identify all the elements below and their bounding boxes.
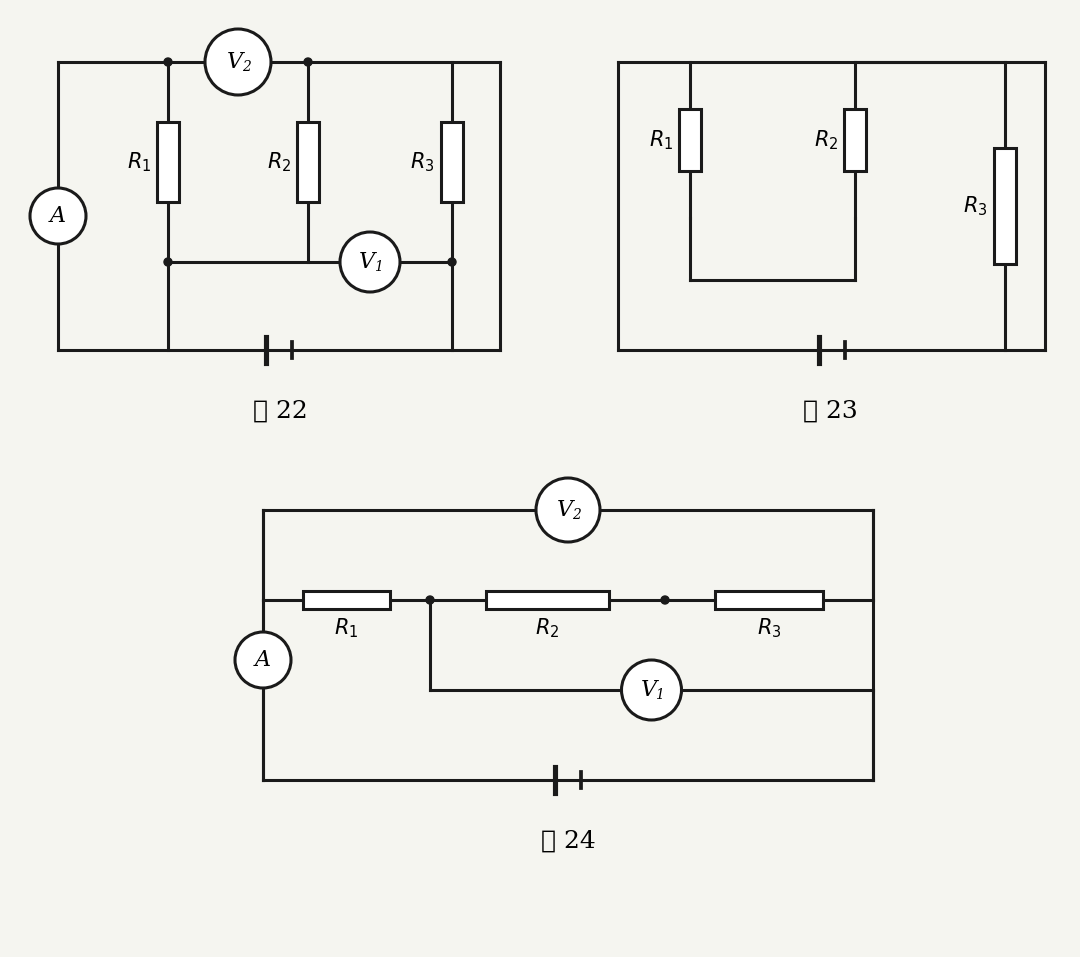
Circle shape bbox=[30, 188, 86, 244]
Circle shape bbox=[621, 660, 681, 720]
Text: 1: 1 bbox=[374, 260, 382, 274]
Text: V: V bbox=[227, 51, 243, 73]
Bar bbox=[994, 148, 1016, 263]
Circle shape bbox=[205, 29, 271, 95]
Text: $R_1$: $R_1$ bbox=[335, 616, 359, 639]
Text: $R_3$: $R_3$ bbox=[963, 194, 988, 218]
Text: $R_2$: $R_2$ bbox=[536, 616, 559, 639]
Text: V: V bbox=[640, 679, 657, 701]
Bar bbox=[843, 109, 866, 171]
Bar bbox=[441, 122, 463, 202]
Bar bbox=[297, 122, 319, 202]
Text: 图 22: 图 22 bbox=[253, 400, 308, 423]
Text: 图 23: 图 23 bbox=[802, 400, 858, 423]
Circle shape bbox=[340, 232, 400, 292]
Bar bbox=[715, 591, 823, 609]
Bar bbox=[679, 109, 701, 171]
Text: $R_2$: $R_2$ bbox=[813, 128, 838, 152]
Text: 2: 2 bbox=[242, 60, 251, 74]
Circle shape bbox=[303, 58, 312, 66]
Text: 2: 2 bbox=[571, 508, 580, 522]
Circle shape bbox=[536, 478, 600, 542]
Circle shape bbox=[164, 58, 172, 66]
Circle shape bbox=[164, 258, 172, 266]
Text: $R_1$: $R_1$ bbox=[126, 150, 151, 174]
Text: V: V bbox=[557, 499, 573, 521]
Circle shape bbox=[661, 596, 669, 604]
Bar bbox=[157, 122, 179, 202]
Bar bbox=[303, 591, 390, 609]
Bar bbox=[486, 591, 609, 609]
Text: $R_1$: $R_1$ bbox=[649, 128, 673, 152]
Text: 1: 1 bbox=[656, 688, 664, 702]
Text: $R_3$: $R_3$ bbox=[757, 616, 781, 639]
Circle shape bbox=[235, 632, 291, 688]
Text: 图 24: 图 24 bbox=[541, 830, 595, 853]
Text: $R_3$: $R_3$ bbox=[410, 150, 435, 174]
Text: V: V bbox=[359, 251, 375, 273]
Circle shape bbox=[426, 596, 434, 604]
Text: A: A bbox=[50, 205, 66, 227]
Circle shape bbox=[448, 258, 456, 266]
Text: A: A bbox=[255, 649, 271, 671]
Text: $R_2$: $R_2$ bbox=[267, 150, 291, 174]
